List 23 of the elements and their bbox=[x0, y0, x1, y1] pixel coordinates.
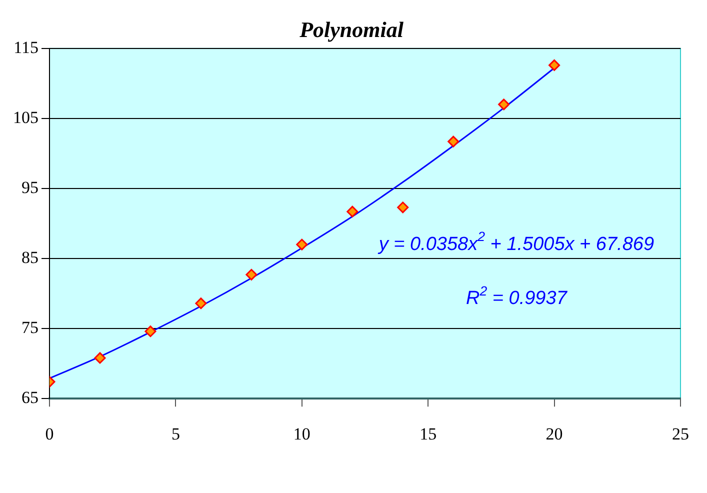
x-tick-label: 10 bbox=[293, 424, 310, 444]
point bbox=[346, 206, 358, 218]
point bbox=[246, 268, 258, 280]
point bbox=[448, 136, 460, 148]
x-tick-label: 20 bbox=[546, 424, 563, 444]
y-tick-label: 105 bbox=[13, 108, 38, 127]
point bbox=[498, 98, 510, 110]
y-tick-label: 115 bbox=[14, 38, 38, 57]
x-tick-label: 0 bbox=[45, 424, 54, 444]
point bbox=[397, 202, 409, 214]
chart-title: Polynomial bbox=[298, 16, 404, 42]
y-tick-label: 85 bbox=[22, 248, 38, 267]
point bbox=[94, 352, 106, 364]
point bbox=[195, 298, 207, 310]
x-tick-label: 15 bbox=[420, 424, 437, 444]
x-tick-label: 5 bbox=[171, 424, 180, 444]
y-tick-label: 95 bbox=[22, 178, 38, 197]
point bbox=[296, 238, 308, 250]
point bbox=[144, 326, 156, 338]
y-tick-label: 75 bbox=[22, 318, 38, 338]
point bbox=[548, 59, 560, 71]
x-tick-label: 25 bbox=[672, 424, 689, 444]
y-tick-label: 65 bbox=[22, 388, 38, 408]
